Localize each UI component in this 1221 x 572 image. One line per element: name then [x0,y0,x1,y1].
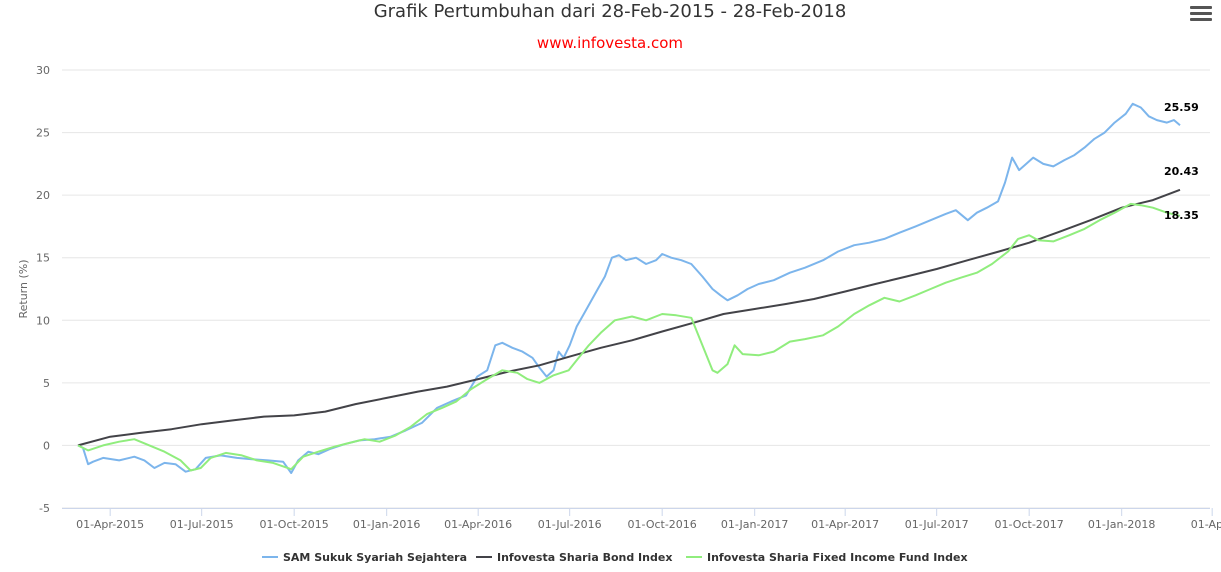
y-tick-label: -5 [39,502,50,515]
grid [62,69,1210,509]
x-tick-label: 01-Jul-2015 [170,518,234,531]
menu-bar [1190,12,1212,15]
x-tick-label: 01-Oct-2015 [260,518,329,531]
end-value-label: 18.35 [1164,209,1199,222]
y-tick-label: 15 [36,252,50,265]
x-tick-label: 01-Apr-2017 [811,518,879,531]
x-tick-label: 01-Jul-2016 [538,518,602,531]
chart-subtitle: www.infovesta.com [537,34,683,52]
series-line[interactable] [77,202,1181,472]
x-tick-label: 01-Apr-2015 [76,518,144,531]
menu-bar [1190,18,1212,21]
x-axis: 01-Apr-2015 01-Jul-2015 01-Oct-2015 01-Jan-… [62,508,1221,531]
legend-label: SAM Sukuk Syariah Sejahtera [283,551,467,564]
y-axis-label: Return (%) [17,259,30,318]
x-tick-label: 01-Oct-2017 [995,518,1064,531]
end-value-label: 25.59 [1164,101,1199,114]
series-lines [77,102,1181,474]
x-tick-label: 01-Jul-2017 [905,518,969,531]
legend-label: Infovesta Sharia Fixed Income Fund Index [707,551,968,564]
x-tick-label: 01-Jan-2017 [721,518,789,531]
legend-item[interactable]: SAM Sukuk Syariah Sejahtera [262,551,467,564]
legend-item[interactable]: Infovesta Sharia Fixed Income Fund Index [686,551,968,564]
end-value-label: 20.43 [1164,165,1199,178]
y-tick-label: 0 [43,439,50,452]
y-tick-label: 5 [43,377,50,390]
x-tick-label: 01-Oct-2016 [628,518,697,531]
x-tick-label: 01-Jan-2018 [1088,518,1156,531]
chart-title: Grafik Pertumbuhan dari 28-Feb-2015 - 28… [374,1,847,22]
x-tick-label: 01-Jan-2016 [353,518,421,531]
chart-menu-button[interactable] [1190,6,1212,24]
legend-item[interactable]: Infovesta Sharia Bond Index [476,551,672,564]
series-line[interactable] [77,102,1181,474]
legend[interactable]: SAM Sukuk Syariah Sejahtera Infovesta Sha… [262,551,968,564]
y-tick-label: 10 [36,314,50,327]
x-tick-label: 01-Ap... [1191,518,1221,531]
x-tick-label: 01-Apr-2016 [444,518,512,531]
menu-bar [1190,6,1212,9]
series-line[interactable] [77,188,1181,447]
y-tick-label: 25 [36,127,50,140]
legend-label: Infovesta Sharia Bond Index [497,551,672,564]
y-tick-label: 20 [36,189,50,202]
end-labels: 25.59 20.43 18.35 [1164,101,1199,222]
y-axis: 30 25 20 15 10 5 0 -5 [36,64,50,515]
y-tick-label: 30 [36,64,50,77]
